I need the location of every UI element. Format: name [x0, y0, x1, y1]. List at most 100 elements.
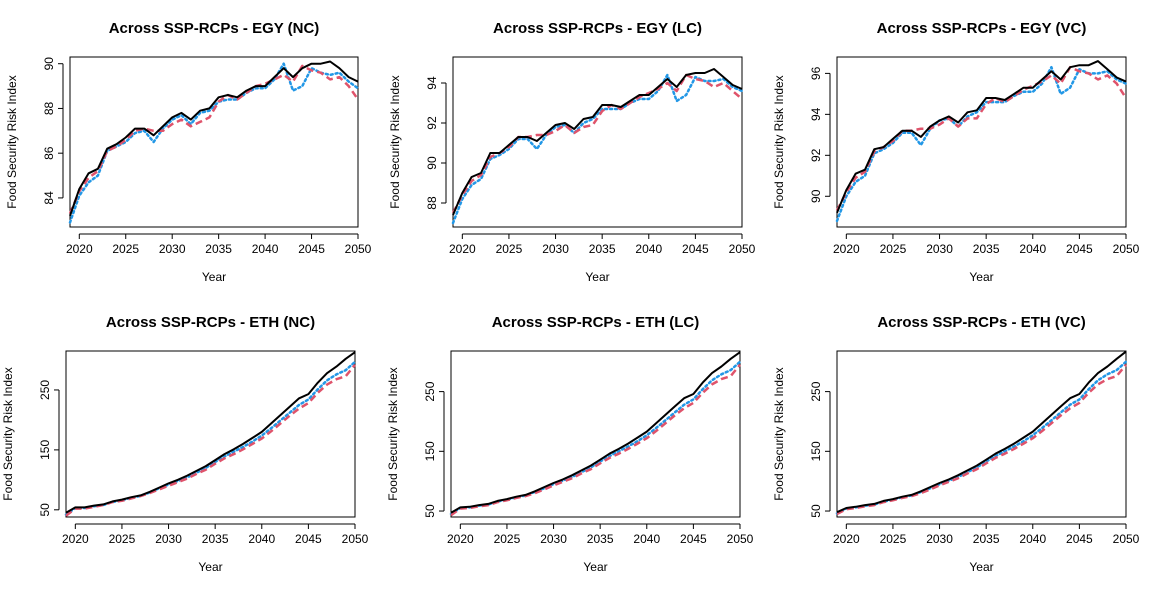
chart-title: Across SSP-RCPs - ETH (NC)	[106, 314, 315, 331]
series-line-series-3	[68, 62, 360, 224]
x-tick-label: 2025	[880, 242, 907, 256]
series-line-series-2	[836, 363, 1127, 516]
x-tick-label: 2035	[973, 242, 1000, 256]
y-axis-label: Food Security Risk Index	[386, 367, 400, 500]
y-tick-label: 92	[425, 116, 439, 130]
x-tick-label: 2050	[1113, 242, 1140, 256]
x-tick-label: 2020	[62, 532, 89, 546]
x-tick-label: 2045	[295, 532, 322, 546]
x-tick-label: 2020	[833, 242, 860, 256]
x-tick-label: 2030	[542, 242, 569, 256]
x-axis-label: Year	[585, 270, 609, 284]
y-tick-label: 50	[38, 503, 52, 517]
chart-panel-6: Across SSP-RCPs - ETH (VC) 2020 2025 2030 20…	[772, 314, 1140, 574]
y-axis-label: Food Security Risk Index	[388, 75, 402, 208]
chart-title: Across SSP-RCPs - EGY (VC)	[877, 20, 1087, 37]
x-tick-label: 2040	[252, 242, 279, 256]
x-tick-label: 2035	[587, 532, 614, 546]
chart-panel-2: Across SSP-RCPs - EGY (LC) 2020 2025 2030 20…	[388, 20, 756, 284]
x-tick-label: 2045	[1066, 242, 1093, 256]
series-line-series-1	[450, 351, 741, 514]
x-tick-label: 2020	[66, 242, 93, 256]
x-tick-label: 2040	[248, 532, 275, 546]
x-tick-label: 2025	[496, 242, 523, 256]
y-tick-label: 96	[809, 66, 823, 80]
plot-frame	[65, 350, 356, 518]
series-line-series-1	[836, 350, 1127, 514]
x-tick-label: 2045	[298, 242, 325, 256]
plot-frame	[450, 350, 741, 518]
x-tick-label: 2050	[729, 242, 756, 256]
x-tick-label: 2050	[727, 532, 754, 546]
y-tick-label: 88	[425, 196, 439, 210]
x-axis-label: Year	[969, 270, 993, 284]
x-tick-label: 2035	[589, 242, 616, 256]
y-tick-label: 50	[423, 504, 437, 518]
series-line-series-1	[65, 351, 356, 514]
y-tick-label: 250	[423, 381, 437, 401]
plot-frame	[836, 350, 1127, 518]
x-tick-label: 2045	[680, 532, 707, 546]
chart-title: Across SSP-RCPs - ETH (LC)	[492, 314, 700, 331]
x-axis-label: Year	[202, 270, 226, 284]
x-axis-label: Year	[198, 560, 222, 574]
x-tick-label: 2025	[112, 242, 139, 256]
chart-panel-4: Across SSP-RCPs - ETH (NC) 2020 2025 2030 20…	[1, 314, 369, 574]
plot-frame	[452, 56, 743, 228]
plot-frame	[69, 56, 359, 228]
chart-panel-1: Across SSP-RCPs - EGY (NC) 2020 2025 2030 20…	[5, 20, 372, 284]
x-tick-label: 2040	[635, 242, 662, 256]
x-tick-label: 2025	[880, 532, 907, 546]
x-tick-label: 2040	[1019, 532, 1046, 546]
chart-title: Across SSP-RCPs - EGY (NC)	[109, 20, 320, 37]
x-tick-label: 2045	[1066, 532, 1093, 546]
y-tick-label: 84	[42, 191, 56, 205]
x-tick-label: 2035	[973, 532, 1000, 546]
y-tick-label: 150	[38, 440, 52, 460]
y-tick-label: 90	[425, 156, 439, 170]
x-tick-label: 2020	[833, 532, 860, 546]
series-line-series-3	[835, 65, 1128, 223]
y-tick-label: 50	[809, 504, 823, 518]
y-tick-label: 94	[425, 76, 439, 90]
y-tick-label: 150	[809, 441, 823, 461]
y-axis-label: Food Security Risk Index	[1, 367, 15, 500]
x-tick-label: 2030	[159, 242, 186, 256]
x-tick-label: 2030	[155, 532, 182, 546]
plot-frame	[836, 56, 1127, 228]
series-line-series-1	[836, 60, 1127, 214]
chart-title: Across SSP-RCPs - EGY (LC)	[493, 20, 702, 37]
y-tick-label: 92	[809, 148, 823, 162]
y-tick-label: 86	[42, 146, 56, 160]
x-tick-label: 2035	[205, 242, 232, 256]
x-tick-label: 2020	[447, 532, 474, 546]
y-tick-label: 250	[38, 380, 52, 400]
x-tick-label: 2030	[926, 532, 953, 546]
y-axis-label: Food Security Risk Index	[5, 75, 19, 208]
y-tick-label: 88	[42, 101, 56, 115]
x-tick-label: 2045	[682, 242, 709, 256]
x-axis-label: Year	[583, 560, 607, 574]
x-tick-label: 2025	[109, 532, 136, 546]
x-axis-label: Year	[969, 560, 993, 574]
y-tick-label: 90	[809, 189, 823, 203]
series-line-series-2	[65, 364, 356, 517]
chart-title: Across SSP-RCPs - ETH (VC)	[877, 314, 1085, 331]
y-axis-label: Food Security Risk Index	[772, 75, 786, 208]
y-tick-label: 150	[423, 441, 437, 461]
x-tick-label: 2050	[342, 532, 369, 546]
chart-panel-3: Across SSP-RCPs - EGY (VC) 2020 2025 2030 20…	[772, 20, 1140, 284]
y-axis-label: Food Security Risk Index	[772, 367, 786, 500]
x-tick-label: 2040	[633, 532, 660, 546]
x-tick-label: 2050	[1113, 532, 1140, 546]
series-line-series-2	[68, 64, 360, 215]
series-line-series-1	[69, 60, 359, 217]
x-tick-label: 2025	[494, 532, 521, 546]
y-tick-label: 90	[42, 57, 56, 71]
series-line-series-3	[451, 73, 744, 225]
y-tick-label: 250	[809, 381, 823, 401]
series-line-series-2	[450, 363, 741, 517]
x-tick-label: 2030	[926, 242, 953, 256]
chart-panel-5: Across SSP-RCPs - ETH (LC) 2020 2025 2030 20…	[386, 314, 754, 574]
